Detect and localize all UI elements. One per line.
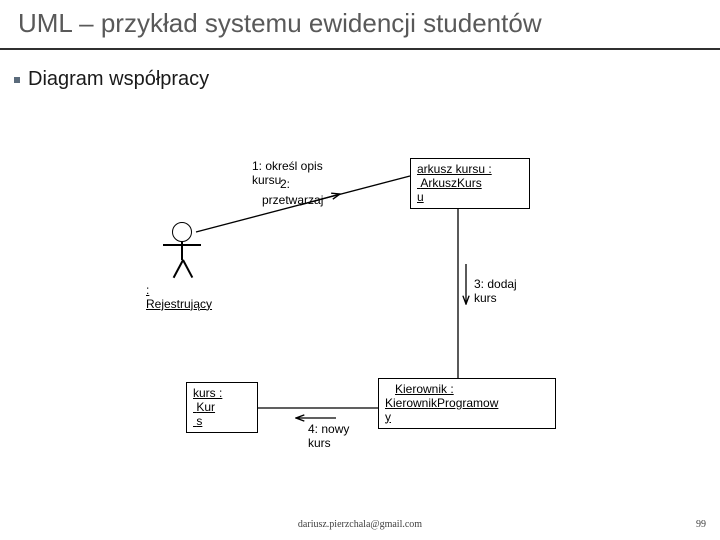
message-1-line1: 1: określ opis	[252, 159, 323, 173]
object-arkusz-line1: arkusz kursu :	[417, 163, 523, 177]
message-4-line1: 4: nowy	[308, 422, 349, 436]
object-arkusz-line2b: u	[417, 190, 424, 204]
object-kierownik-line2a: KierownikProgramow	[385, 396, 498, 410]
actor-label-2: Rejestrujący	[146, 297, 212, 311]
actor-arms-icon	[163, 244, 201, 246]
message-2: przetwarzaj	[262, 194, 323, 208]
actor-label-1: :	[146, 283, 149, 297]
message-3-line1: 3: dodaj	[474, 277, 517, 291]
object-kurs-line1: kurs :	[193, 387, 251, 401]
page-number: 99	[696, 519, 706, 530]
message-3-line2: kurs	[474, 291, 497, 305]
message-1-line2: kursu	[252, 173, 281, 187]
message-4-line2: kurs	[308, 436, 331, 450]
message-3: 3: dodaj kurs	[474, 278, 517, 306]
object-kierownik-line2b: y	[385, 410, 391, 424]
message-4: 4: nowy kurs	[308, 423, 349, 451]
actor-rejestrujacy	[172, 222, 192, 260]
message-2-number: 2:	[280, 178, 290, 192]
object-kurs-line2a: Kur	[193, 400, 215, 414]
object-arkusz-kursu: arkusz kursu : ArkuszKurs u	[410, 158, 530, 209]
actor-head-icon	[172, 222, 192, 242]
slide: UML – przykład systemu ewidencji student…	[0, 0, 720, 540]
uml-connectors	[0, 0, 720, 540]
object-kurs: kurs : Kur s	[186, 382, 258, 433]
object-kurs-line2b: s	[193, 414, 202, 428]
object-kierownik: Kierownik : KierownikProgramow y	[378, 378, 556, 429]
object-arkusz-line2a: ArkuszKurs	[417, 176, 482, 190]
actor-label: : Rejestrujący	[146, 284, 212, 312]
footer-email: dariusz.pierzchala@gmail.com	[0, 519, 720, 530]
object-kierownik-line1: Kierownik :	[385, 383, 549, 397]
